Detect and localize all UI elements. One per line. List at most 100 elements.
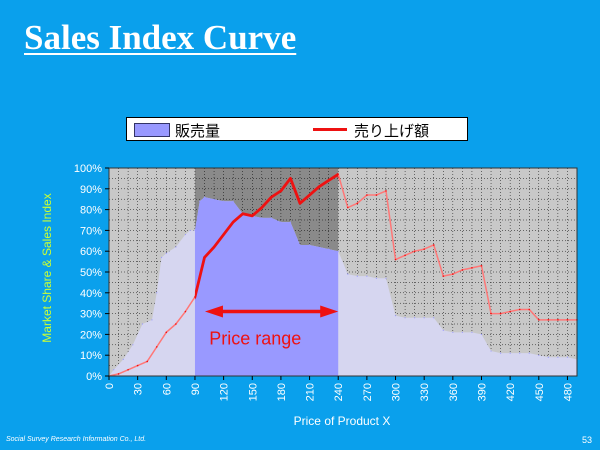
- data-point-sales-volume: [122, 358, 124, 360]
- data-point-sales-volume: [289, 221, 292, 223]
- x-tick-label: 270: [362, 383, 374, 401]
- data-point-sales-amount: [241, 212, 244, 215]
- x-tick-label: 30: [133, 383, 145, 395]
- data-point-sales-amount: [346, 206, 349, 209]
- x-tick-label: 420: [505, 383, 517, 401]
- price-range-label: Price range: [209, 329, 301, 349]
- legend-label-sales-amount: 売り上げ額: [354, 123, 430, 140]
- price-range-arrowhead-left: [204, 305, 223, 318]
- x-axis-ticks: 0 30 60 90 120 150 180 210 240 270 300 330 360 390 420…: [104, 376, 574, 401]
- x-tick-label: 360: [448, 383, 460, 401]
- data-point-sales-amount: [136, 364, 139, 367]
- data-point-sales-volume: [366, 275, 368, 277]
- data-point-sales-amount: [232, 221, 234, 223]
- data-point-sales-amount: [318, 185, 320, 188]
- data-point-sales-volume: [156, 292, 158, 294]
- data-point-sales-amount: [423, 248, 425, 250]
- data-point-sales-volume: [261, 217, 263, 219]
- data-point-sales-amount: [127, 368, 129, 371]
- x-tick-label: 120: [219, 383, 231, 401]
- data-point-sales-volume: [189, 229, 191, 231]
- y-tick-label: 80%: [80, 205, 102, 217]
- data-point-sales-volume: [557, 356, 559, 358]
- data-point-sales-volume: [328, 248, 330, 250]
- y-tick-label: 50%: [80, 267, 102, 279]
- data-point-sales-volume: [194, 229, 196, 231]
- y-axis-ticks: 0% 10% 20% 30% 40% 50% 60% 70% 80% 90% 100%: [74, 163, 109, 383]
- data-point-sales-amount: [413, 250, 416, 252]
- data-point-sales-amount: [442, 275, 445, 277]
- data-point-sales-volume: [299, 244, 301, 246]
- data-point-sales-volume: [280, 221, 282, 223]
- y-tick-label: 100%: [74, 163, 102, 175]
- data-point-sales-volume: [538, 354, 540, 356]
- data-point-sales-amount: [327, 179, 330, 182]
- data-point-sales-volume: [490, 350, 492, 352]
- data-point-sales-volume: [347, 273, 349, 275]
- data-point-sales-amount: [518, 308, 521, 311]
- price-range-arrow: [204, 305, 339, 318]
- data-point-sales-amount: [366, 194, 368, 196]
- data-point-sales-volume: [509, 352, 511, 354]
- data-point-sales-volume: [141, 323, 144, 325]
- data-point-sales-volume: [414, 317, 416, 319]
- data-point-sales-volume: [113, 369, 115, 371]
- data-point-sales-amount: [528, 308, 531, 311]
- x-tick-label: 240: [333, 383, 345, 401]
- data-point-sales-volume: [375, 277, 378, 279]
- data-point-sales-amount: [175, 323, 177, 325]
- y-tick-label: 30%: [80, 309, 102, 321]
- data-point-sales-volume: [385, 277, 387, 279]
- data-point-sales-amount: [356, 202, 359, 205]
- x-tick-label: 0: [104, 383, 116, 389]
- data-point-sales-volume: [151, 319, 153, 321]
- x-tick-label: 60: [161, 383, 173, 395]
- data-point-sales-amount: [337, 173, 340, 176]
- y-tick-label: 20%: [80, 329, 102, 341]
- data-point-sales-amount: [222, 233, 225, 236]
- data-point-sales-volume: [461, 331, 463, 333]
- data-point-sales-volume: [203, 196, 206, 198]
- data-point-sales-amount: [566, 319, 569, 321]
- data-point-sales-volume: [519, 352, 521, 354]
- page-number: 53: [581, 435, 592, 445]
- data-point-sales-volume: [356, 275, 358, 277]
- data-point-sales-volume: [318, 246, 320, 248]
- legend-swatch-sales-volume: [134, 123, 170, 137]
- series-sales-amount-line: [108, 173, 577, 377]
- legend-label-sales-volume: 販売量: [175, 123, 221, 140]
- data-point-sales-volume: [132, 344, 134, 346]
- legend-swatch-sales-amount: [313, 128, 347, 131]
- data-point-sales-volume: [394, 315, 397, 317]
- data-point-sales-volume: [270, 217, 272, 219]
- data-point-sales-volume: [308, 244, 311, 246]
- data-point-sales-amount: [499, 312, 502, 315]
- x-axis-label: Price of Product X: [294, 414, 391, 428]
- data-point-sales-volume: [404, 317, 406, 319]
- data-point-sales-amount: [165, 331, 168, 334]
- y-tick-label: 90%: [80, 184, 102, 196]
- data-point-sales-volume: [547, 356, 549, 358]
- x-tick-label: 450: [534, 383, 546, 401]
- data-point-sales-amount: [480, 264, 483, 267]
- data-point-sales-volume: [566, 356, 569, 358]
- data-point-sales-volume: [471, 331, 473, 333]
- data-point-sales-amount: [452, 273, 454, 275]
- data-point-sales-volume: [480, 333, 483, 335]
- x-tick-label: 90: [190, 383, 202, 395]
- data-point-sales-amount: [280, 190, 282, 192]
- data-point-sales-amount: [471, 267, 473, 269]
- y-tick-label: 60%: [80, 246, 102, 258]
- x-tick-label: 210: [305, 383, 317, 401]
- data-point-sales-amount: [308, 194, 311, 196]
- data-point-sales-volume: [175, 246, 177, 248]
- data-point-sales-volume: [160, 256, 163, 259]
- data-point-sales-volume: [213, 198, 215, 200]
- data-point-sales-amount: [394, 258, 397, 261]
- data-point-sales-volume: [528, 352, 530, 354]
- data-point-sales-amount: [251, 215, 254, 217]
- data-point-sales-amount: [432, 244, 435, 246]
- series-sales-volume-area-highlight: [194, 197, 339, 376]
- footer-credit: Social Survey Research Information Co., …: [6, 436, 147, 443]
